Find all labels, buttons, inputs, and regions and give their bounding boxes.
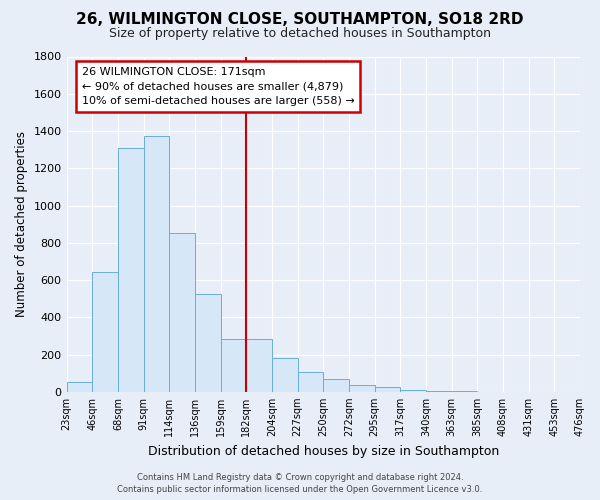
Bar <box>298 372 323 392</box>
Text: 26 WILMINGTON CLOSE: 171sqm
← 90% of detached houses are smaller (4,879)
10% of : 26 WILMINGTON CLOSE: 171sqm ← 90% of det… <box>82 66 355 106</box>
Bar <box>221 338 246 392</box>
X-axis label: Distribution of detached houses by size in Southampton: Distribution of detached houses by size … <box>148 444 499 458</box>
Text: 26, WILMINGTON CLOSE, SOUTHAMPTON, SO18 2RD: 26, WILMINGTON CLOSE, SOUTHAMPTON, SO18 … <box>76 12 524 28</box>
Bar <box>272 358 298 392</box>
Bar <box>323 379 349 392</box>
Bar <box>118 148 143 392</box>
Y-axis label: Number of detached properties: Number of detached properties <box>15 131 28 317</box>
Bar <box>400 390 426 392</box>
Bar <box>426 391 452 392</box>
Bar <box>92 272 118 392</box>
Text: Contains HM Land Registry data © Crown copyright and database right 2024.
Contai: Contains HM Land Registry data © Crown c… <box>118 472 482 494</box>
Bar <box>195 294 221 392</box>
Bar <box>374 387 400 392</box>
Bar <box>143 136 169 392</box>
Text: Size of property relative to detached houses in Southampton: Size of property relative to detached ho… <box>109 28 491 40</box>
Bar <box>246 338 272 392</box>
Bar <box>169 234 195 392</box>
Bar <box>67 382 92 392</box>
Bar <box>349 386 374 392</box>
